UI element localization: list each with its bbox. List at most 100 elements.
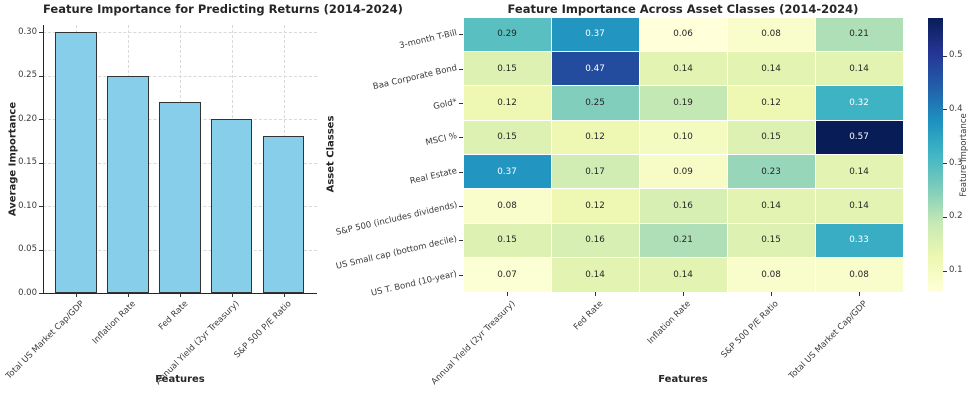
heatmap-cell: 0.16: [551, 223, 639, 258]
bar-ytick-mark: [39, 249, 43, 251]
bar-xtick-label: Fed Rate: [156, 299, 190, 333]
heatmap-cell: 0.08: [463, 189, 551, 223]
colorbar-label: Feature Importance: [959, 113, 969, 197]
heatmap-ytick-mark: [459, 171, 463, 173]
colorbar-tick-mark: [943, 163, 947, 165]
heatmap-cell: 0.21: [639, 223, 727, 258]
bar-5: [262, 136, 305, 293]
colorbar-tick-mark: [943, 109, 947, 111]
heatmap-row-label: 3-month T-Bill: [398, 28, 459, 52]
heatmap-cell: 0.08: [727, 17, 815, 51]
heatmap-cell: 0.37: [551, 17, 639, 51]
heatmap-cell: 0.15: [463, 51, 551, 86]
colorbar-gradient: [928, 18, 943, 292]
heatmap-col-label: Total US Market Cap/GDP: [786, 299, 870, 382]
heatmap-cell: 0.15: [463, 120, 551, 154]
bar-ytick-mark: [39, 293, 43, 294]
heatmap-cell: 0.57: [815, 120, 903, 154]
heatmap-cell: 0.10: [639, 120, 727, 154]
bar-xtick-mark: [76, 293, 78, 297]
bar-4: [210, 119, 253, 293]
heatmap-cell: 0.15: [727, 223, 815, 258]
bar-chart-title: Feature Importance for Predicting Return…: [43, 2, 403, 16]
heatmap-cell: 0.21: [815, 17, 903, 51]
heatmap-cell: 0.19: [639, 86, 727, 120]
heatmap-cell: 0.25: [551, 86, 639, 120]
bar-xtick-mark: [283, 293, 285, 297]
bar-ytick-label: 0.30: [18, 26, 37, 37]
colorbar-tick-label: 0.4: [949, 103, 963, 114]
colorbar-tick-label: 0.2: [949, 211, 963, 222]
bar-ytick-label: 0.00: [18, 287, 37, 298]
heatmap-col-label: Fed Rate: [571, 299, 606, 333]
colorbar-tick-mark: [943, 270, 947, 272]
heatmap-cell: 0.08: [727, 258, 815, 292]
heatmap-cell: 0.06: [639, 17, 727, 51]
heatmap-cell: 0.14: [815, 189, 903, 223]
heatmap-cell: 0.07: [463, 258, 551, 292]
heatmap-ytick-mark: [459, 240, 463, 242]
bar-chart-xlabel: Features: [155, 374, 205, 385]
colorbar-tick-label: 0.1: [949, 265, 963, 275]
heatmap-xtick-mark: [859, 292, 860, 296]
heatmap-xtick-mark: [683, 292, 684, 296]
heatmap-cell: 0.15: [727, 120, 815, 154]
heatmap-cell: 0.15: [463, 223, 551, 258]
heatmap-cell: 0.12: [551, 189, 639, 223]
heatmap-cell: 0.08: [815, 258, 903, 292]
bar-xtick-mark: [231, 293, 233, 297]
heatmap-cell: 0.14: [639, 51, 727, 86]
heatmap-row-label: US Small cap (bottom decile): [335, 234, 459, 273]
heatmap-cell: 0.12: [551, 120, 639, 154]
bar-ytick-label: 0.20: [18, 113, 37, 124]
heatmap-cell: 0.33: [815, 223, 903, 258]
heatmap-xtick-mark: [507, 292, 508, 296]
heatmap-cell: 0.14: [815, 155, 903, 189]
heatmap-cell: 0.23: [727, 155, 815, 189]
bar-ytick-mark: [39, 119, 43, 120]
heatmap-cell: 0.16: [639, 189, 727, 223]
heatmap-cell: 0.47: [551, 51, 639, 86]
bar-xtick-mark: [179, 293, 181, 297]
heatmap-cell: 0.12: [727, 86, 815, 120]
heatmap-title: Feature Importance Across Asset Classes …: [507, 2, 859, 16]
heatmap-cell: 0.17: [551, 155, 639, 189]
bar-3: [159, 101, 201, 293]
heatmap-cell: 0.14: [815, 51, 903, 86]
heatmap-cell: 0.14: [639, 258, 727, 292]
heatmap-cell: 0.37: [463, 155, 551, 189]
heatmap-row-label: S&P 500 (includes dividends): [334, 200, 459, 238]
heatmap-col-label: S&P 500 P/E Ratio: [719, 299, 782, 361]
bar-ytick-mark: [39, 32, 43, 33]
heatmap-cell: 0.12: [463, 86, 551, 120]
bar-2: [107, 75, 149, 293]
bar-ytick-mark: [39, 162, 43, 164]
bar-xtick-mark: [128, 293, 130, 297]
bar-ytick-label: 0.25: [18, 70, 37, 80]
heatmap-cell: 0.14: [551, 258, 639, 292]
heatmap-ytick-mark: [459, 206, 463, 208]
heatmap-cell: 0.14: [727, 51, 815, 86]
bar-ytick-mark: [39, 206, 43, 207]
colorbar-tick-label: 0.3: [949, 157, 963, 168]
heatmap-cell: 0.14: [727, 189, 815, 223]
heatmap-ytick-mark: [459, 68, 463, 70]
bar-xtick-label: Total US Market Cap/GDP: [3, 299, 87, 382]
bar-ytick-mark: [39, 75, 43, 77]
heatmap-ylabel: Asset Classes: [325, 115, 337, 193]
heatmap-row-label: Gold*: [432, 97, 459, 113]
heatmap-col-label: Inflation Rate: [645, 299, 694, 347]
colorbar-tick-mark: [943, 55, 947, 57]
bar-ytick-label: 0.05: [18, 244, 37, 254]
bar-ytick-label: 0.10: [18, 200, 37, 211]
heatmap-cell: 0.29: [463, 17, 551, 51]
heatmap-xlabel: Features: [658, 374, 708, 385]
bar-ytick-label: 0.15: [18, 157, 37, 167]
heatmap-cell: 0.09: [639, 155, 727, 189]
heatmap-ytick-mark: [459, 137, 463, 139]
heatmap-ytick-mark: [459, 274, 463, 276]
bar-xtick-label: S&P 500 P/E Ratio: [232, 299, 294, 361]
heatmap-xtick-mark: [595, 292, 596, 296]
bar-y-axis-spine: [43, 25, 44, 293]
